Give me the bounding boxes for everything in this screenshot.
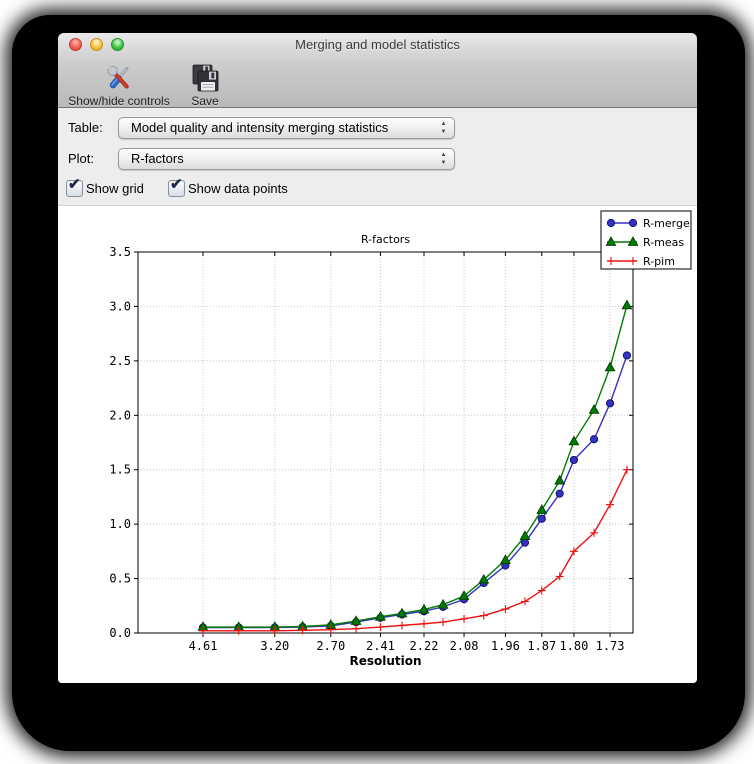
plot-legend: R-merge R-meas R-pim: [600, 210, 692, 270]
zoom-button[interactable]: [111, 38, 124, 51]
legend-label: R-meas: [643, 236, 684, 249]
toolbar: Show/hide controls: [66, 56, 228, 110]
close-button[interactable]: [69, 38, 82, 51]
svg-text:2.22: 2.22: [410, 639, 439, 653]
svg-text:3.20: 3.20: [260, 639, 289, 653]
show-hide-controls-label: Show/hide controls: [68, 94, 170, 108]
titlebar[interactable]: Merging and model statistics: [58, 33, 697, 56]
svg-text:2.41: 2.41: [366, 639, 395, 653]
series-r-pim: [199, 465, 631, 635]
updown-arrows-icon: ▲ ▼: [440, 152, 447, 166]
plot-frame: [137, 251, 634, 634]
svg-text:1.96: 1.96: [491, 639, 520, 653]
svg-text:1.73: 1.73: [596, 639, 625, 653]
axis-tick-labels: 4.61 3.20 2.70 2.41 2.22 2.08 1.96 1.87 1.80 1.73…: [109, 245, 624, 653]
updown-arrows-icon: ▲ ▼: [440, 121, 447, 135]
plot-grid: [138, 251, 633, 634]
plot-dropdown-value: R-factors: [131, 151, 184, 166]
svg-text:2.0: 2.0: [109, 408, 131, 422]
table-dropdown[interactable]: Model quality and intensity merging stat…: [118, 117, 455, 139]
show-data-points-checkbox[interactable]: ✔: [168, 176, 185, 197]
window-title: Merging and model statistics: [295, 37, 460, 52]
svg-text:2.5: 2.5: [109, 354, 131, 368]
save-icon: [192, 64, 219, 92]
svg-text:3.5: 3.5: [109, 245, 131, 259]
window-header: Merging and model statistics: [58, 33, 697, 108]
table-dropdown-value: Model quality and intensity merging stat…: [131, 120, 389, 135]
svg-text:4.61: 4.61: [189, 639, 218, 653]
svg-text:1.87: 1.87: [527, 639, 556, 653]
check-icon: ✔: [170, 176, 183, 193]
show-hide-controls-button[interactable]: Show/hide controls: [66, 63, 172, 108]
svg-text:1.5: 1.5: [109, 463, 131, 477]
svg-text:3.0: 3.0: [109, 299, 131, 313]
series-r-meas: [197, 299, 633, 631]
floppy-front: [197, 70, 219, 92]
legend-label: R-pim: [643, 255, 675, 268]
plot-dropdown[interactable]: R-factors ▲ ▼: [118, 148, 455, 170]
save-label: Save: [191, 94, 219, 108]
app-window: Merging and model statistics: [58, 33, 697, 683]
svg-text:0.0: 0.0: [109, 626, 131, 640]
r-factors-chart: 4.61 3.20 2.70 2.41 2.22 2.08 1.96 1.87 1.80 1.73…: [109, 210, 692, 668]
controls-panel: Table: Model quality and intensity mergi…: [58, 108, 697, 206]
series-r-merge: [198, 351, 632, 632]
axis-ticks: [134, 251, 633, 637]
save-button[interactable]: Save: [182, 63, 228, 108]
table-label: Table:: [68, 120, 103, 135]
minimize-button[interactable]: [90, 38, 103, 51]
svg-text:2.70: 2.70: [316, 639, 345, 653]
svg-text:2.08: 2.08: [450, 639, 479, 653]
show-grid-label: Show grid: [86, 181, 144, 196]
tools-icon: [107, 65, 129, 89]
svg-text:1.80: 1.80: [559, 639, 588, 653]
plot-label: Plot:: [68, 151, 95, 166]
svg-text:1.0: 1.0: [109, 517, 131, 531]
show-data-points-label: Show data points: [188, 181, 288, 196]
svg-text:0.5: 0.5: [109, 572, 131, 586]
legend-label: R-merge: [643, 217, 690, 230]
plot-title: R-factors: [361, 233, 410, 246]
check-icon: ✔: [68, 176, 81, 193]
x-axis-label: Resolution: [349, 654, 421, 668]
plot-canvas: 4.61 3.20 2.70 2.41 2.22 2.08 1.96 1.87 1.80 1.73…: [58, 206, 697, 683]
show-grid-checkbox[interactable]: ✔: [66, 176, 83, 197]
